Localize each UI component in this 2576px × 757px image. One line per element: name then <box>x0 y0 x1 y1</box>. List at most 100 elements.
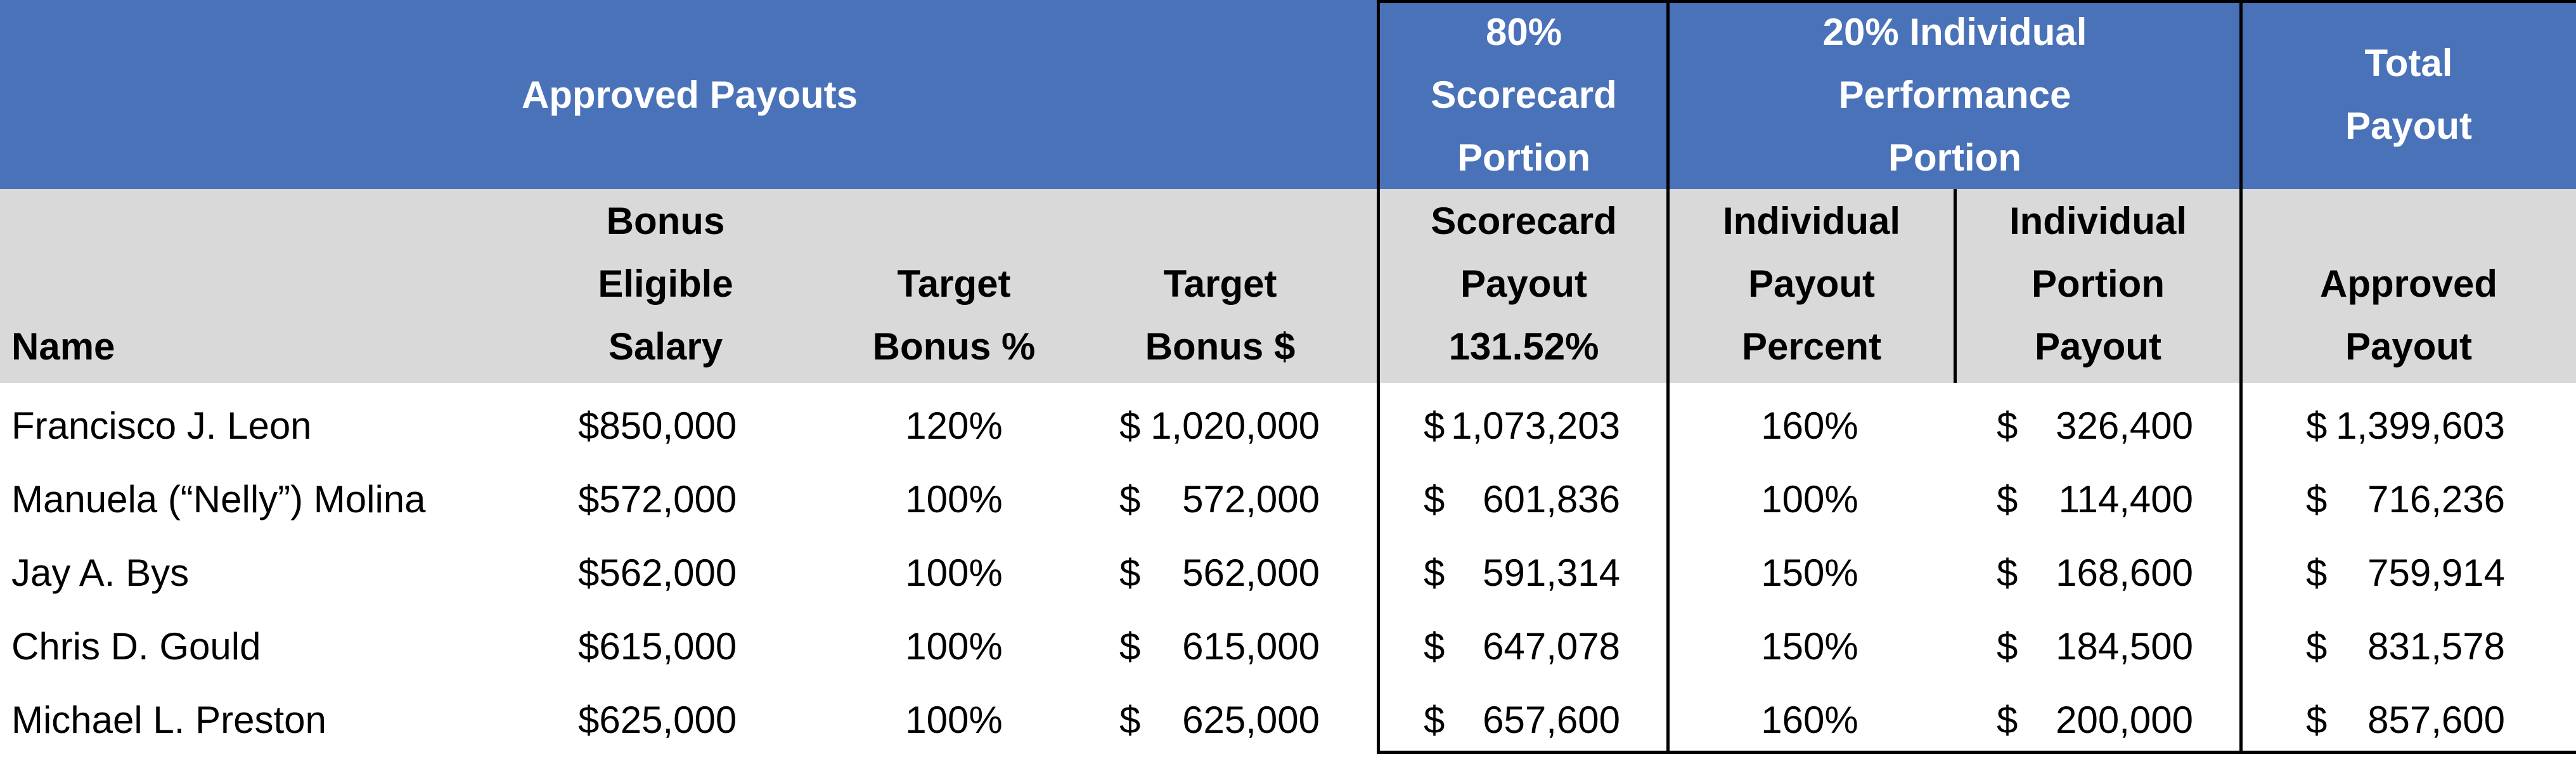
col-header-target-bonus-pct: Target Bonus % <box>872 262 1036 368</box>
table-row-3-target-pct: 100% <box>905 625 1003 668</box>
table-row-2-name: Jay A. Bys <box>11 552 190 594</box>
table-row-0-target-pct: 120% <box>905 404 1003 447</box>
currency-symbol: $ <box>1424 552 1445 594</box>
col-header-individual-portion-payout: Individual Portion Payout <box>2009 200 2187 368</box>
table-row-3-salary: $615,000 <box>578 610 737 683</box>
cell-value: 572,000 <box>599 478 737 521</box>
table-row-4-name: Michael L. Preston <box>11 699 326 741</box>
currency-symbol: $ <box>1119 552 1141 594</box>
currency-symbol: $ <box>1424 404 1445 447</box>
header-total-payout: Total Payout <box>2345 42 2473 147</box>
header-individual-portion: 20% Individual Performance Portion <box>1822 10 2087 179</box>
cell-value: 200,000 <box>2056 699 2193 741</box>
table-row-0-name: Francisco J. Leon <box>11 404 312 447</box>
currency-symbol: $ <box>1424 478 1445 521</box>
table-row-1-total: $716,236 <box>2306 463 2505 536</box>
cell-value: 625,000 <box>1182 699 1320 741</box>
border-total-left <box>2239 0 2243 754</box>
currency-symbol: $ <box>2306 699 2328 741</box>
table-row-4-target-amt: $625,000 <box>1119 683 1320 757</box>
col-header-approved-payout: Approved Payout <box>2319 262 2498 368</box>
cell-value: 562,000 <box>1182 552 1320 594</box>
table-row-0-target-amt: $1,020,000 <box>1119 389 1320 463</box>
border-top <box>1377 0 2576 3</box>
table-row-0-scorecard: $1,073,203 <box>1424 389 1620 463</box>
table-row-2-total: $759,914 <box>2306 536 2505 610</box>
currency-symbol: $ <box>1997 404 2018 447</box>
currency-symbol: $ <box>2306 552 2328 594</box>
currency-symbol: $ <box>1997 699 2018 741</box>
table-row-4-ind-payout: $200,000 <box>1997 683 2193 757</box>
currency-symbol: $ <box>1424 625 1445 668</box>
cell-value: 184,500 <box>2056 625 2193 668</box>
currency-symbol: $ <box>2306 625 2328 668</box>
border-individual-left <box>1666 0 1670 754</box>
table-row-4-target-pct: 100% <box>905 699 1003 741</box>
table-row-4-salary: $625,000 <box>578 683 737 757</box>
cell-value: 1,073,203 <box>1451 404 1620 447</box>
cell-value: 615,000 <box>1182 625 1320 668</box>
table-row-1-scorecard: $601,836 <box>1424 463 1620 536</box>
currency-symbol: $ <box>1997 625 2018 668</box>
currency-symbol: $ <box>2306 404 2328 447</box>
table-row-1-ind-payout: $114,400 <box>1997 463 2193 536</box>
table-row-1-target-pct: 100% <box>905 478 1003 521</box>
table-row-2-scorecard: $591,314 <box>1424 536 1620 610</box>
cell-value: 326,400 <box>2056 404 2193 447</box>
table-row-1-ind-pct: 100% <box>1761 478 1858 521</box>
col-header-bonus-eligible-salary: Bonus Eligible Salary <box>598 200 733 368</box>
currency-symbol: $ <box>578 625 600 668</box>
table-row-4-total: $857,600 <box>2306 683 2505 757</box>
table-row-2-target-pct: 100% <box>905 552 1003 594</box>
border-individual-subheader-divider <box>1954 189 1957 383</box>
cell-value: 114,400 <box>2058 478 2193 521</box>
cell-value: 647,078 <box>1483 625 1620 668</box>
currency-symbol: $ <box>1119 404 1141 447</box>
cell-value: 591,314 <box>1483 552 1620 594</box>
currency-symbol: $ <box>1119 478 1141 521</box>
table-row-1-salary: $572,000 <box>578 463 737 536</box>
col-header-name: Name <box>11 325 115 368</box>
header-approved-payouts: Approved Payouts <box>521 73 858 116</box>
cell-value: 601,836 <box>1483 478 1620 521</box>
col-header-scorecard-payout: Scorecard Payout 131.52% <box>1431 200 1617 368</box>
border-bottom <box>1377 751 2576 754</box>
cell-value: 625,000 <box>599 699 737 741</box>
cell-value: 1,020,000 <box>1150 404 1320 447</box>
currency-symbol: $ <box>1119 699 1141 741</box>
currency-symbol: $ <box>578 552 600 594</box>
currency-symbol: $ <box>578 478 600 521</box>
table-row-0-ind-pct: 160% <box>1761 404 1858 447</box>
currency-symbol: $ <box>1424 699 1445 741</box>
cell-value: 857,600 <box>2367 699 2505 741</box>
currency-symbol: $ <box>1119 625 1141 668</box>
cell-value: 657,600 <box>1483 699 1620 741</box>
cell-value: 759,914 <box>2367 552 2505 594</box>
cell-value: 716,236 <box>2367 478 2505 521</box>
cell-value: 1,399,603 <box>2336 404 2505 447</box>
table-row-4-ind-pct: 160% <box>1761 699 1858 741</box>
header-band-blue <box>0 0 2576 189</box>
header-scorecard-portion: 80% Scorecard Portion <box>1431 10 1617 179</box>
currency-symbol: $ <box>1997 478 2018 521</box>
table-row-2-salary: $562,000 <box>578 536 737 610</box>
cell-value: 615,000 <box>599 625 737 668</box>
table-row-3-ind-pct: 150% <box>1761 625 1858 668</box>
cell-value: 572,000 <box>1182 478 1320 521</box>
table-row-2-ind-payout: $168,600 <box>1997 536 2193 610</box>
table-row-4-scorecard: $657,600 <box>1424 683 1620 757</box>
currency-symbol: $ <box>1997 552 2018 594</box>
currency-symbol: $ <box>2306 478 2328 521</box>
table-row-3-target-amt: $615,000 <box>1119 610 1320 683</box>
table-row-0-total: $1,399,603 <box>2306 389 2505 463</box>
col-header-individual-payout-pct: Individual Payout Percent <box>1722 200 1901 368</box>
table-row-0-ind-payout: $326,400 <box>1997 389 2193 463</box>
table-row-1-target-amt: $572,000 <box>1119 463 1320 536</box>
table-row-1-name: Manuela (“Nelly”) Molina <box>11 478 426 521</box>
col-header-target-bonus-amt: Target Bonus $ <box>1145 262 1296 368</box>
table-row-3-scorecard: $647,078 <box>1424 610 1620 683</box>
table-row-2-ind-pct: 150% <box>1761 552 1858 594</box>
currency-symbol: $ <box>578 699 600 741</box>
header-band-gray <box>0 189 2576 383</box>
currency-symbol: $ <box>578 404 600 447</box>
